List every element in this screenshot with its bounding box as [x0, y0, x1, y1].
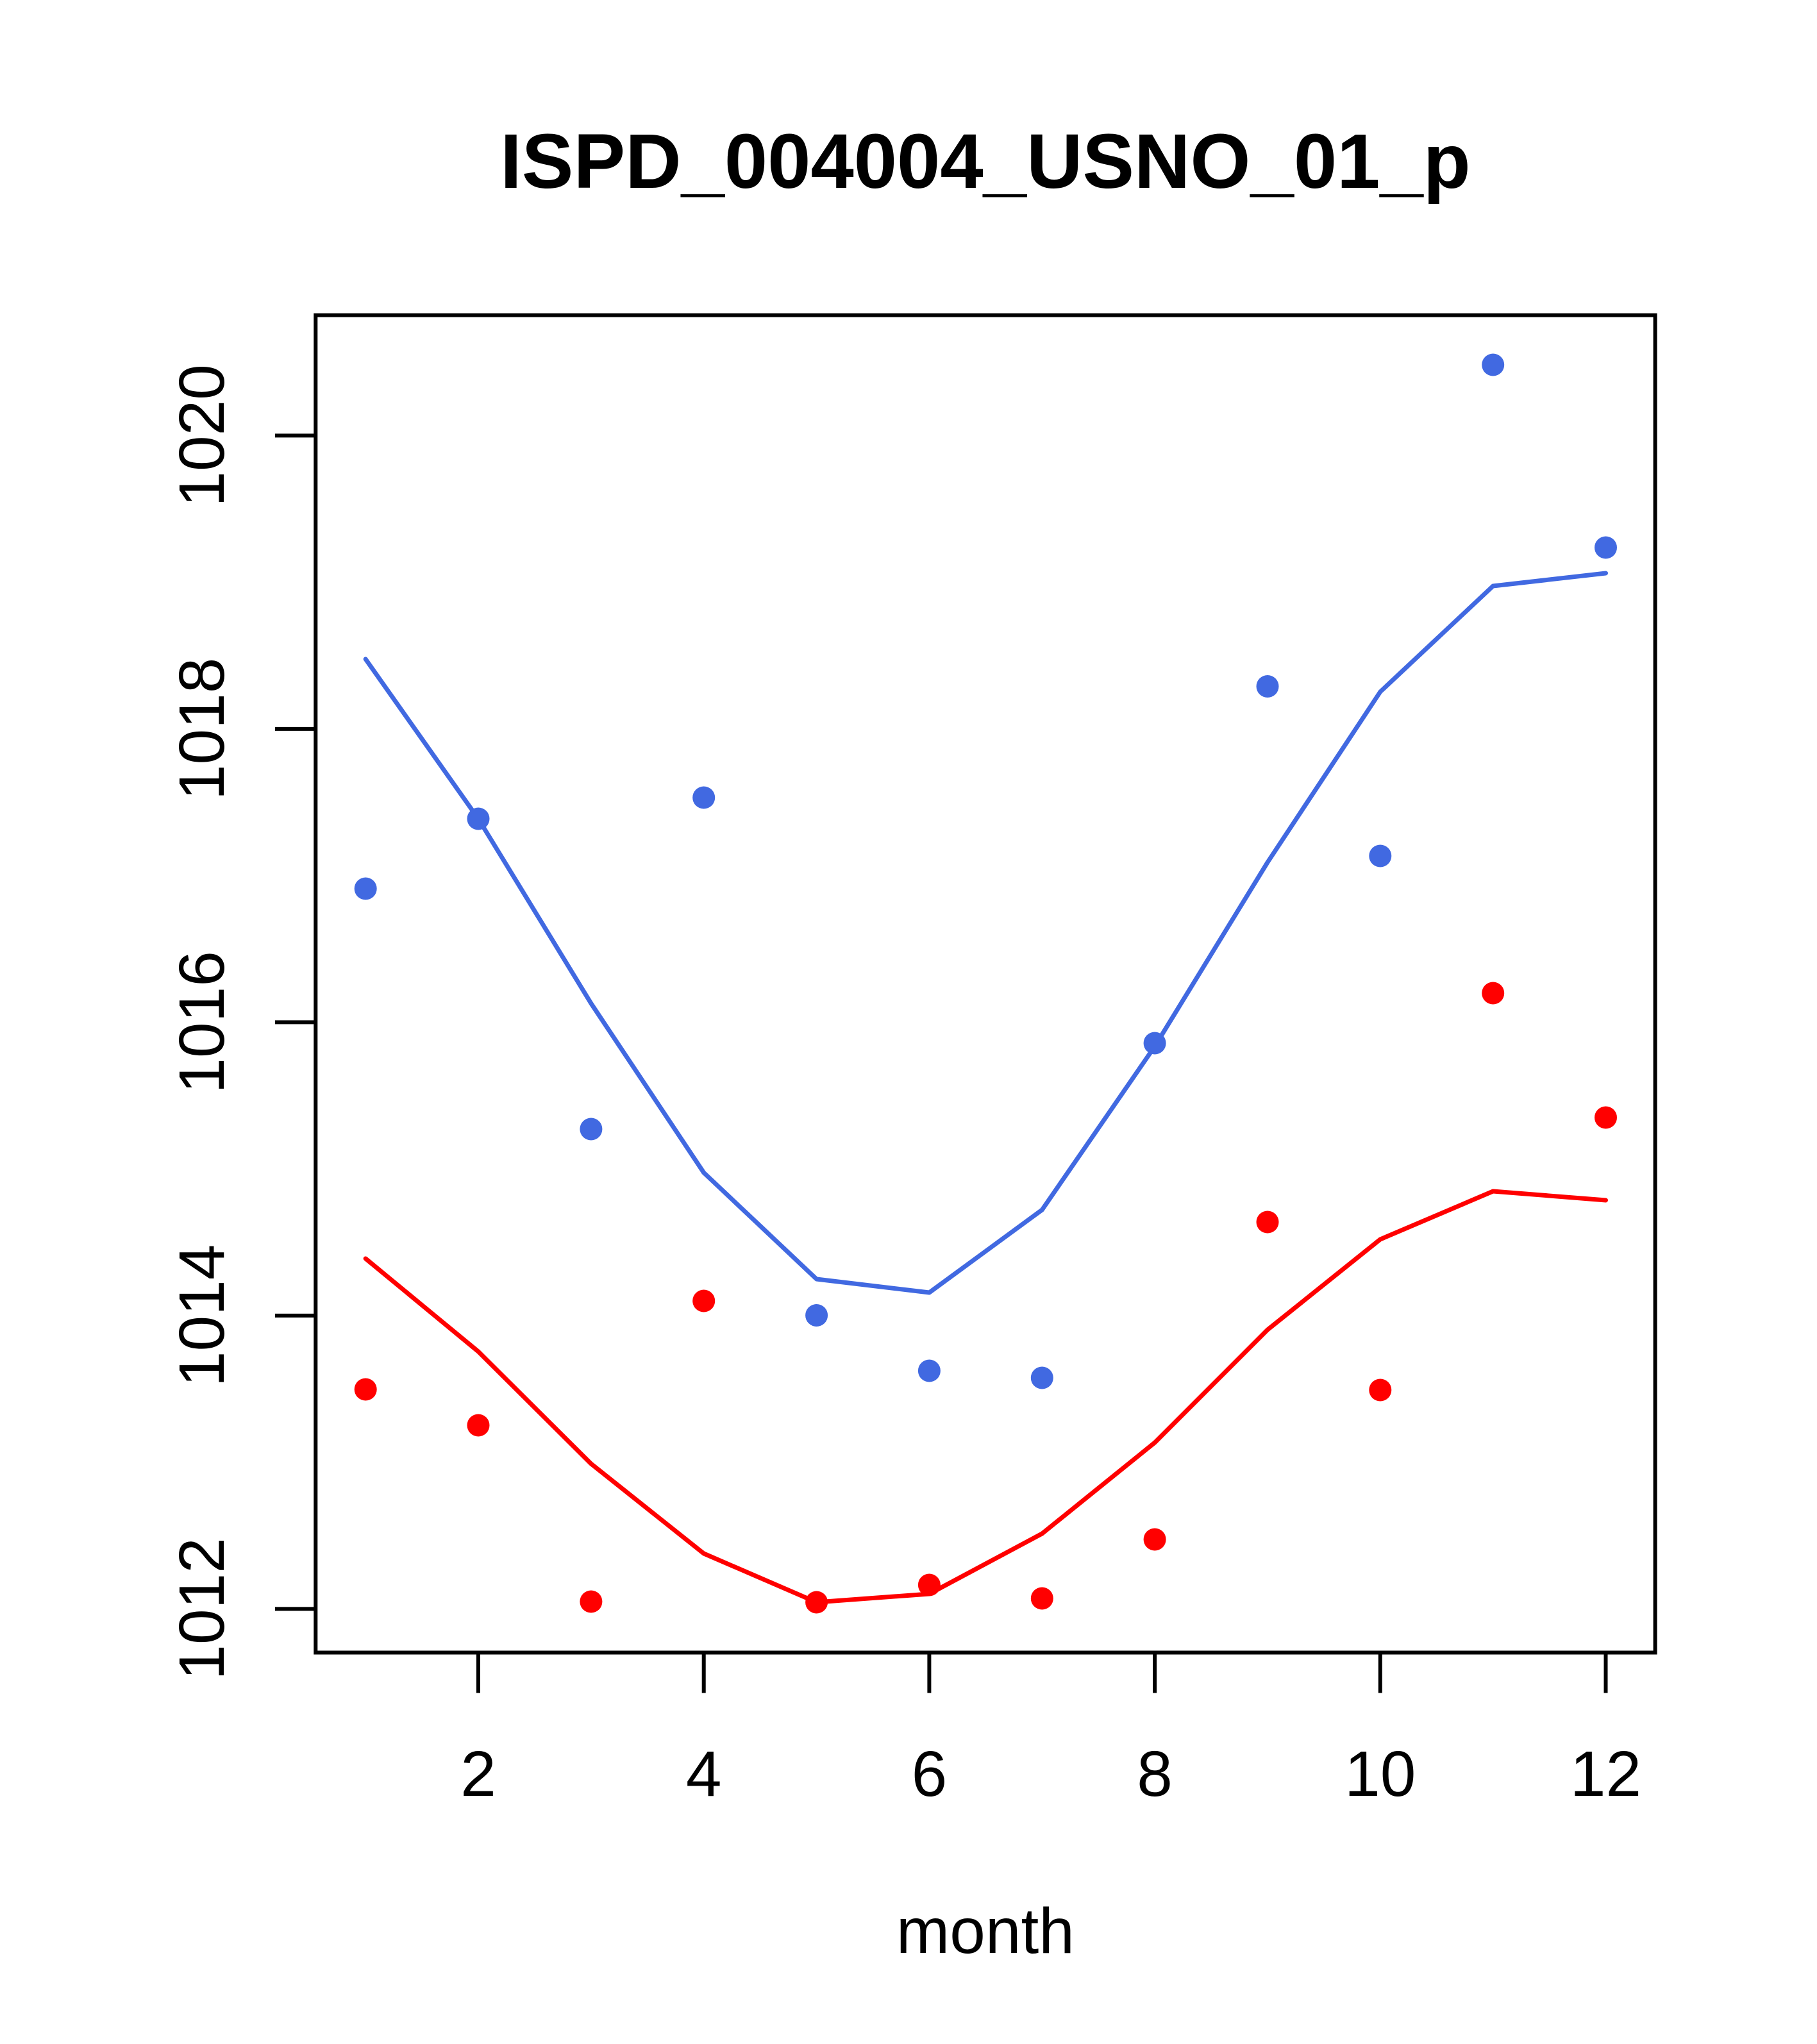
- svg-text:8: 8: [1137, 1738, 1173, 1810]
- svg-text:month: month: [896, 1895, 1075, 1967]
- svg-text:1018: 1018: [166, 658, 238, 800]
- svg-text:1016: 1016: [166, 951, 238, 1093]
- svg-text:12: 12: [1570, 1738, 1641, 1810]
- svg-text:2: 2: [460, 1738, 496, 1810]
- svg-text:1012: 1012: [166, 1537, 238, 1680]
- svg-text:1020: 1020: [166, 364, 238, 507]
- svg-text:6: 6: [912, 1738, 948, 1810]
- svg-text:4: 4: [686, 1738, 722, 1810]
- svg-text:1014: 1014: [166, 1244, 238, 1387]
- svg-text:10: 10: [1344, 1738, 1416, 1810]
- svg-text:ISPD_004004_USNO_01_p: ISPD_004004_USNO_01_p: [500, 117, 1470, 205]
